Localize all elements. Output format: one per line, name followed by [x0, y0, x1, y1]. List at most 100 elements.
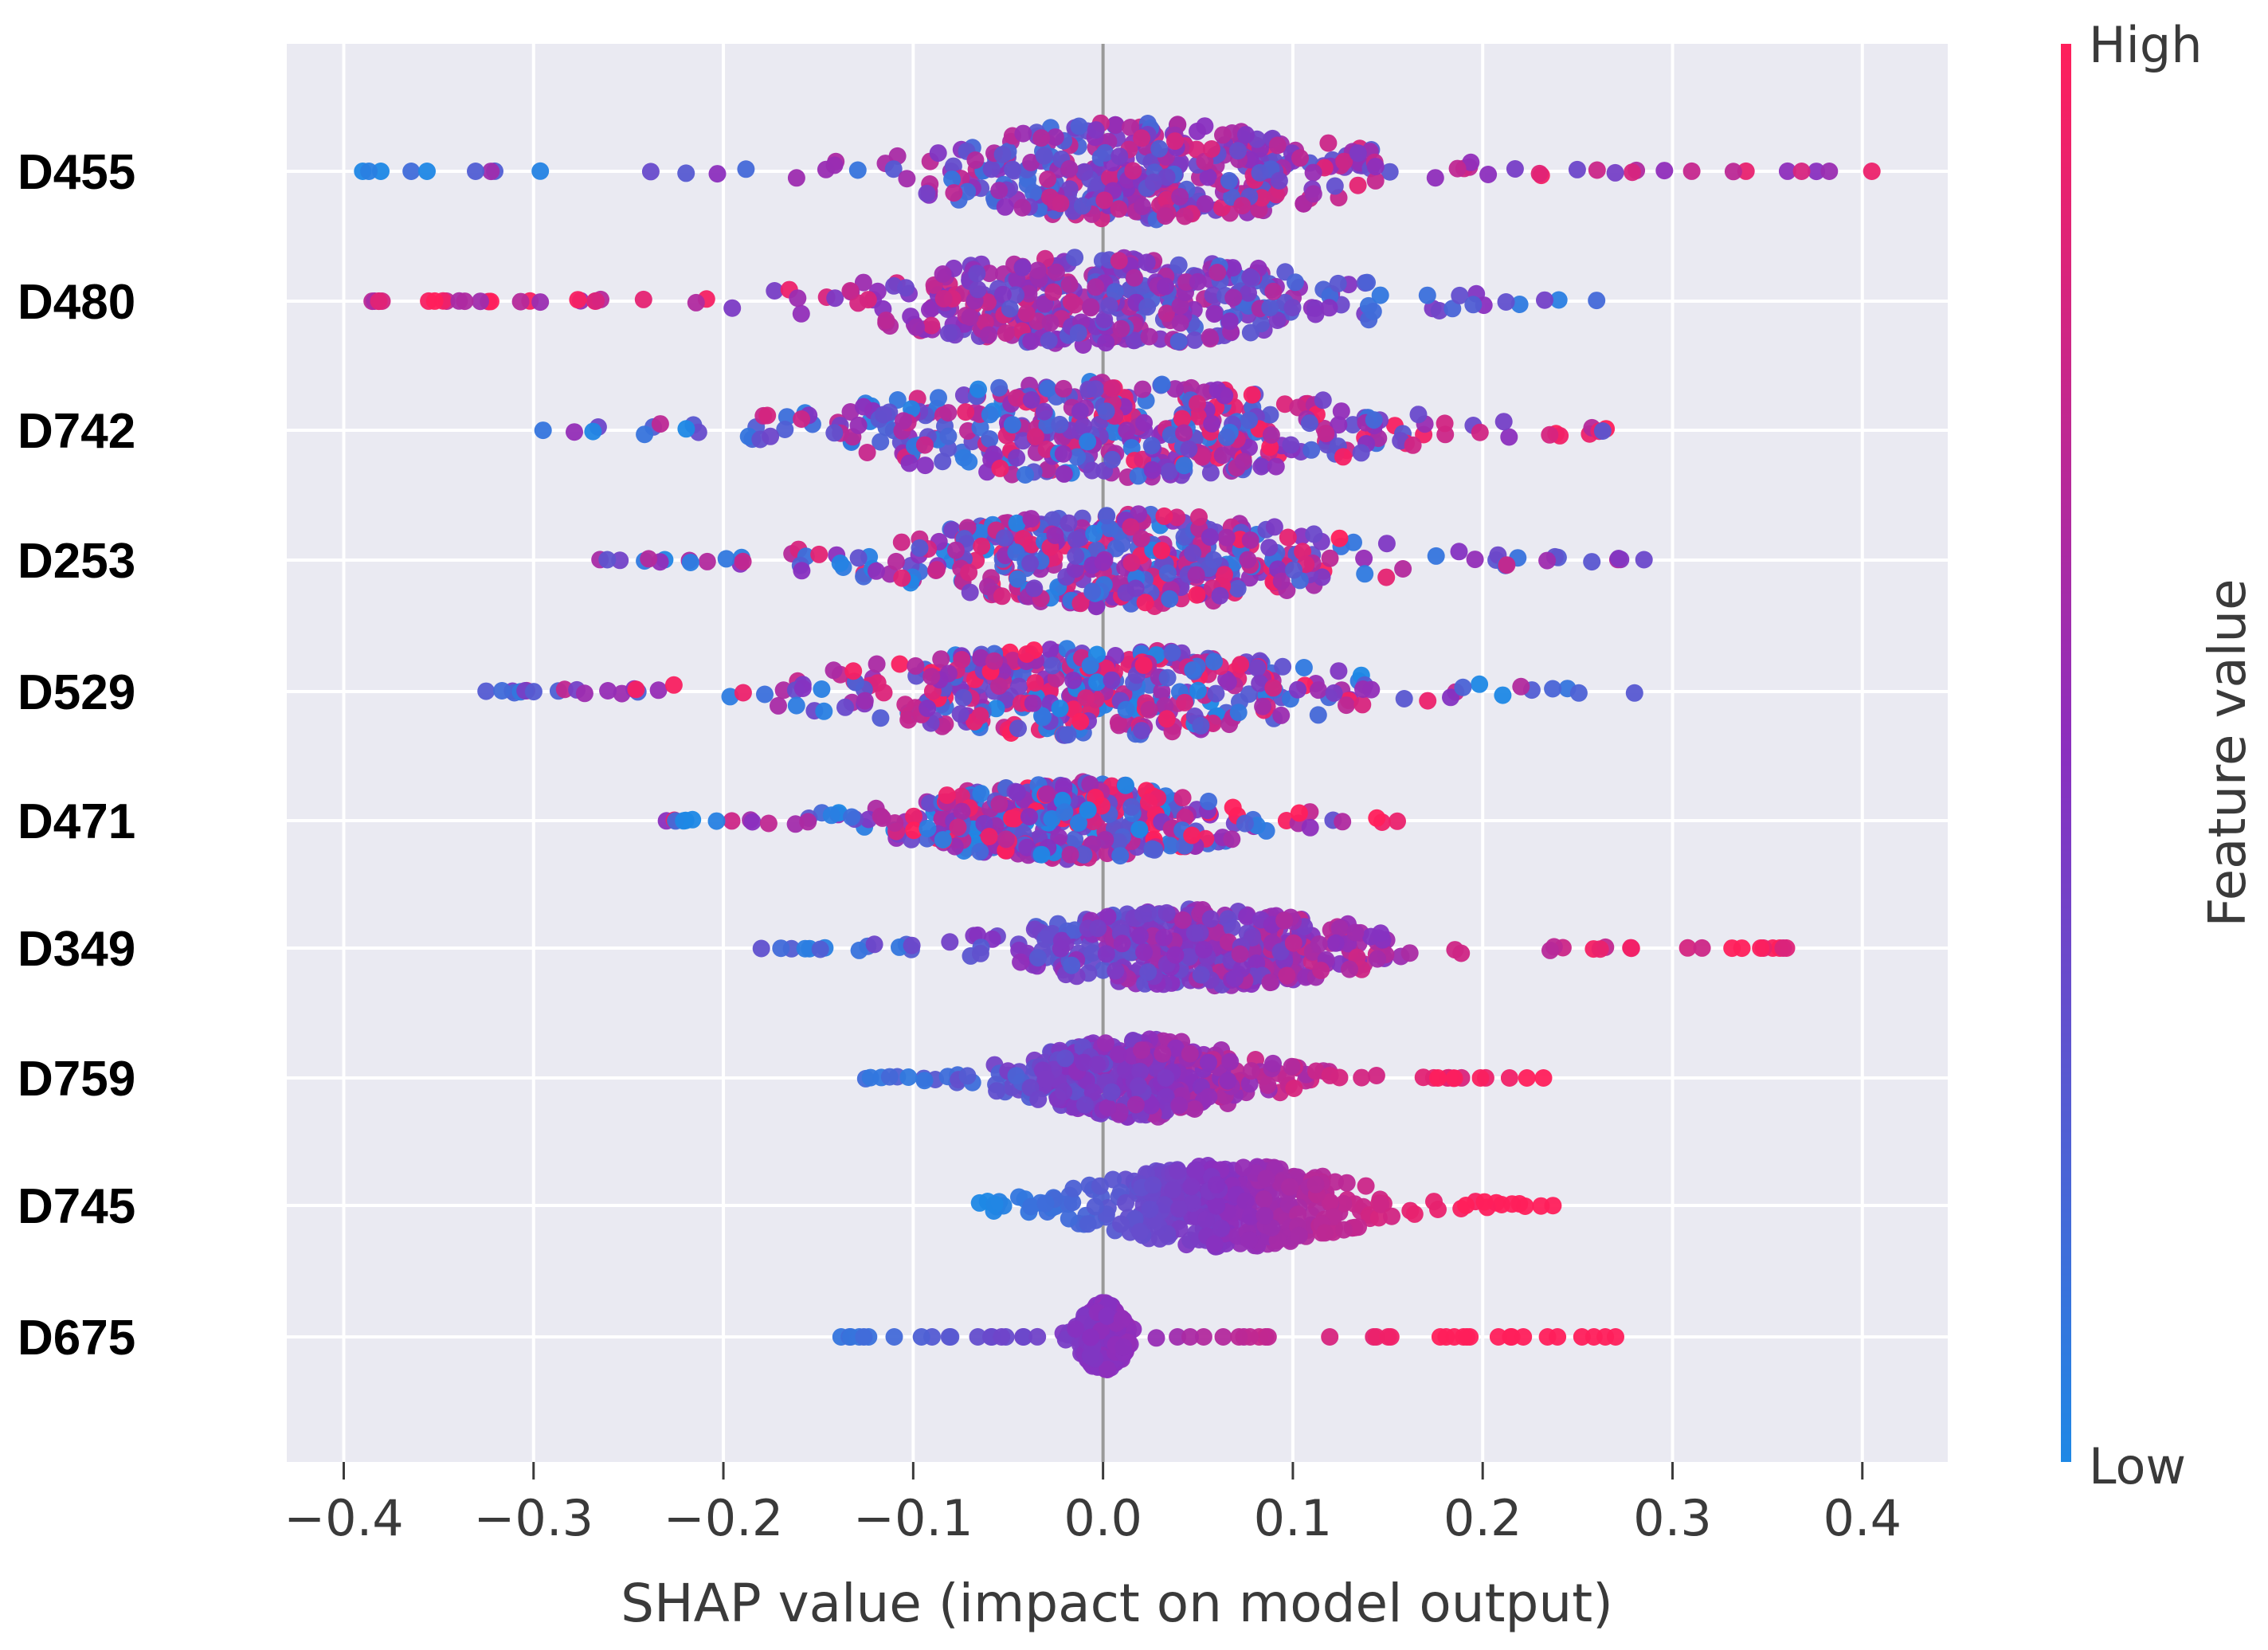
- point-d455: [1150, 139, 1169, 158]
- point-d742: [1074, 417, 1092, 435]
- point-d742: [1071, 402, 1089, 421]
- point-d471: [1236, 814, 1254, 833]
- x-tick-label: −0.3: [473, 1489, 593, 1547]
- point-d253: [1305, 525, 1323, 543]
- point-d759: [1154, 1044, 1172, 1063]
- point-d349: [1158, 903, 1176, 922]
- point-d349: [1312, 962, 1330, 980]
- point-d480: [934, 265, 952, 283]
- point-d253: [717, 550, 735, 568]
- point-d675: [1113, 1310, 1131, 1328]
- point-d349: [1094, 961, 1112, 979]
- point-d529: [951, 705, 969, 723]
- point-d745: [1187, 1162, 1205, 1180]
- point-d529: [1625, 684, 1643, 702]
- point-d745: [1079, 1215, 1097, 1233]
- point-d759: [1283, 1057, 1301, 1076]
- point-d471: [919, 819, 937, 837]
- point-d745: [1064, 1179, 1083, 1197]
- point-d455: [1024, 183, 1043, 202]
- point-d742: [1409, 406, 1428, 424]
- point-d253: [1466, 551, 1484, 569]
- point-d480: [1371, 286, 1389, 304]
- point-d529: [1205, 653, 1223, 671]
- point-d253: [1265, 518, 1283, 536]
- point-d675: [1169, 1328, 1187, 1346]
- point-d471: [1111, 847, 1130, 865]
- point-d742: [1008, 449, 1026, 467]
- point-d471: [1050, 829, 1068, 846]
- point-d253: [993, 587, 1011, 606]
- point-d455: [708, 165, 727, 183]
- point-d455: [1189, 122, 1206, 140]
- point-d759: [1221, 1052, 1240, 1071]
- point-d742: [1008, 389, 1026, 407]
- point-d529: [985, 652, 1003, 670]
- point-d529: [1088, 673, 1107, 692]
- point-d480: [980, 326, 997, 344]
- point-d480: [1240, 284, 1257, 302]
- point-d480: [922, 316, 941, 335]
- point-d529: [1295, 659, 1313, 676]
- point-d759: [915, 1072, 934, 1090]
- point-d759: [1429, 1069, 1447, 1087]
- point-d253: [1583, 553, 1601, 571]
- point-d480: [1205, 305, 1224, 323]
- point-d675: [993, 1328, 1011, 1346]
- point-d253: [1187, 566, 1205, 584]
- point-d529: [1044, 656, 1062, 675]
- point-d455: [467, 163, 484, 180]
- point-d480: [1138, 253, 1156, 272]
- point-d529: [1077, 689, 1095, 707]
- point-d742: [1332, 402, 1350, 421]
- point-d253: [946, 541, 965, 559]
- feature-label-d759: D759: [18, 1052, 135, 1107]
- point-d529: [1494, 686, 1512, 704]
- point-d675: [1573, 1328, 1591, 1346]
- point-d455: [1075, 163, 1094, 181]
- point-d471: [1389, 812, 1406, 830]
- point-d480: [1241, 268, 1259, 286]
- point-d745: [985, 1195, 1004, 1213]
- point-d455: [1110, 200, 1128, 218]
- point-d759: [1181, 1044, 1199, 1063]
- point-d349: [1201, 910, 1220, 928]
- point-d480: [1220, 312, 1239, 331]
- point-d529: [954, 688, 973, 707]
- point-d253: [1153, 542, 1171, 560]
- point-d742: [1038, 416, 1056, 434]
- point-d471: [1334, 813, 1352, 831]
- point-d742: [1317, 425, 1335, 443]
- point-d455: [1022, 153, 1040, 171]
- point-d253: [698, 552, 716, 570]
- point-d471: [1061, 845, 1079, 864]
- point-d742: [1189, 407, 1207, 425]
- point-d455: [929, 144, 947, 163]
- point-d759: [1200, 1053, 1217, 1072]
- point-d253: [1355, 549, 1373, 567]
- point-d675: [1445, 1328, 1463, 1346]
- point-d480: [1185, 331, 1204, 349]
- point-d480: [1306, 305, 1325, 323]
- point-d742: [1314, 391, 1332, 410]
- point-d742: [1180, 440, 1198, 458]
- point-d480: [1241, 323, 1259, 342]
- point-d742: [939, 404, 958, 422]
- point-d471: [822, 806, 840, 825]
- point-d742: [1494, 413, 1513, 431]
- point-d529: [1338, 696, 1355, 715]
- point-d455: [1134, 198, 1152, 216]
- point-d253: [1126, 579, 1145, 598]
- point-d455: [1032, 129, 1051, 147]
- point-d253: [1239, 551, 1257, 569]
- point-d742: [1275, 395, 1294, 413]
- point-d349: [1225, 969, 1244, 987]
- point-d675: [1379, 1328, 1397, 1346]
- point-d471: [1056, 803, 1074, 821]
- point-d349: [1219, 910, 1237, 928]
- point-d480: [1171, 314, 1189, 332]
- point-d529: [1240, 685, 1258, 704]
- point-d745: [1182, 1178, 1201, 1196]
- point-d529: [793, 680, 812, 697]
- point-d759: [1518, 1069, 1536, 1087]
